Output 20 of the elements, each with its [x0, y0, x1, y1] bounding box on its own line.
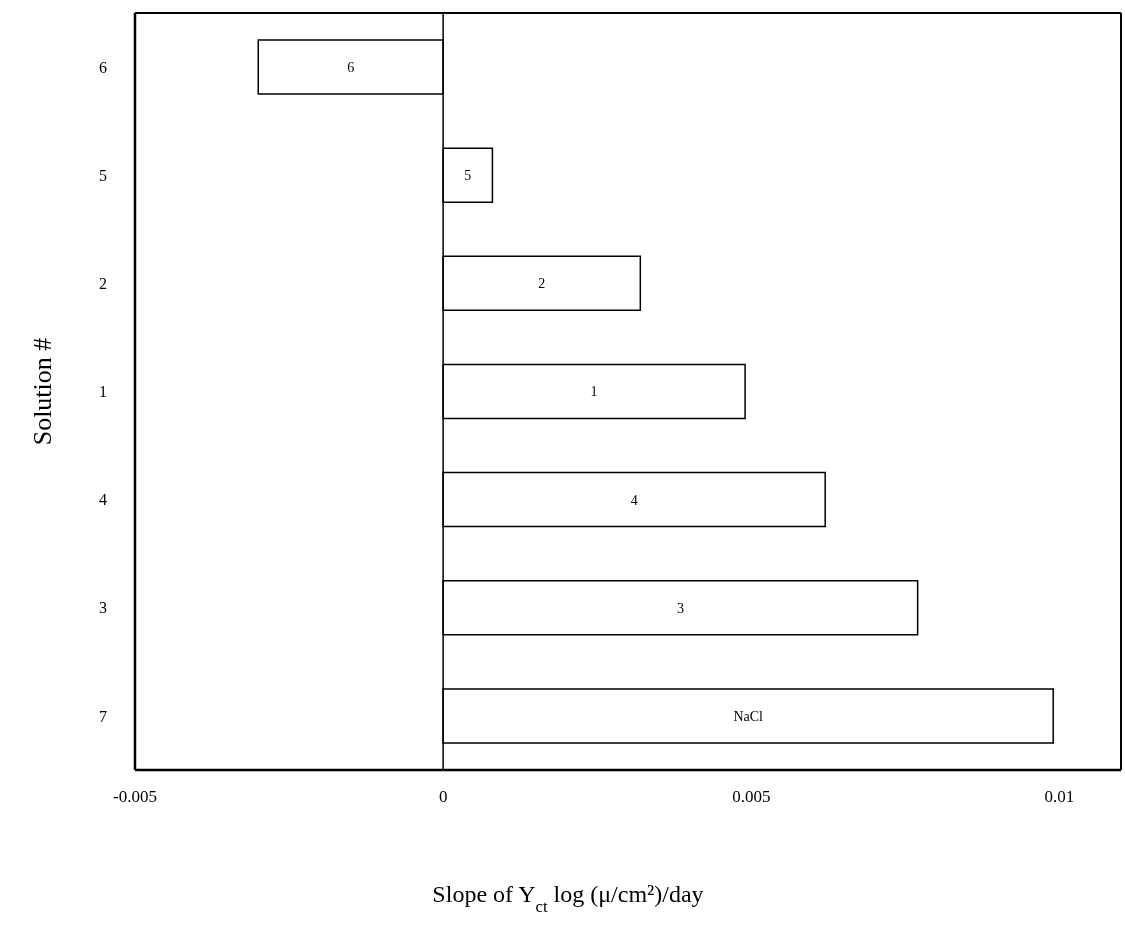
annotation: 4 — [630, 492, 638, 508]
x-tick-label: 0.01 — [1044, 787, 1075, 807]
y-tick-label: 5 — [99, 166, 107, 184]
annotation: 6 — [347, 59, 355, 75]
y-tick-label: 1 — [99, 383, 107, 401]
annotation: NaCl — [733, 708, 764, 724]
y-tick-label: 2 — [99, 275, 107, 293]
y-tick-label: 6 — [99, 58, 107, 76]
y-axis-title: Solution # — [27, 337, 57, 446]
annotation: 1 — [590, 383, 598, 399]
annotation: 3 — [676, 600, 684, 616]
y-tick-label: 4 — [99, 491, 107, 509]
x-tick-label: 0 — [438, 787, 448, 807]
annotation: 5 — [464, 167, 472, 183]
x-tick-label: 0.005 — [732, 787, 771, 807]
x-tick-label: -0.005 — [113, 787, 157, 807]
annotation: 2 — [538, 275, 546, 291]
x-axis-title: Slope of Y$_{ct}$ log (μ/cm²)/day — [432, 881, 704, 916]
y-tick-label: 3 — [99, 599, 107, 617]
y-tick-label: 7 — [99, 707, 107, 725]
